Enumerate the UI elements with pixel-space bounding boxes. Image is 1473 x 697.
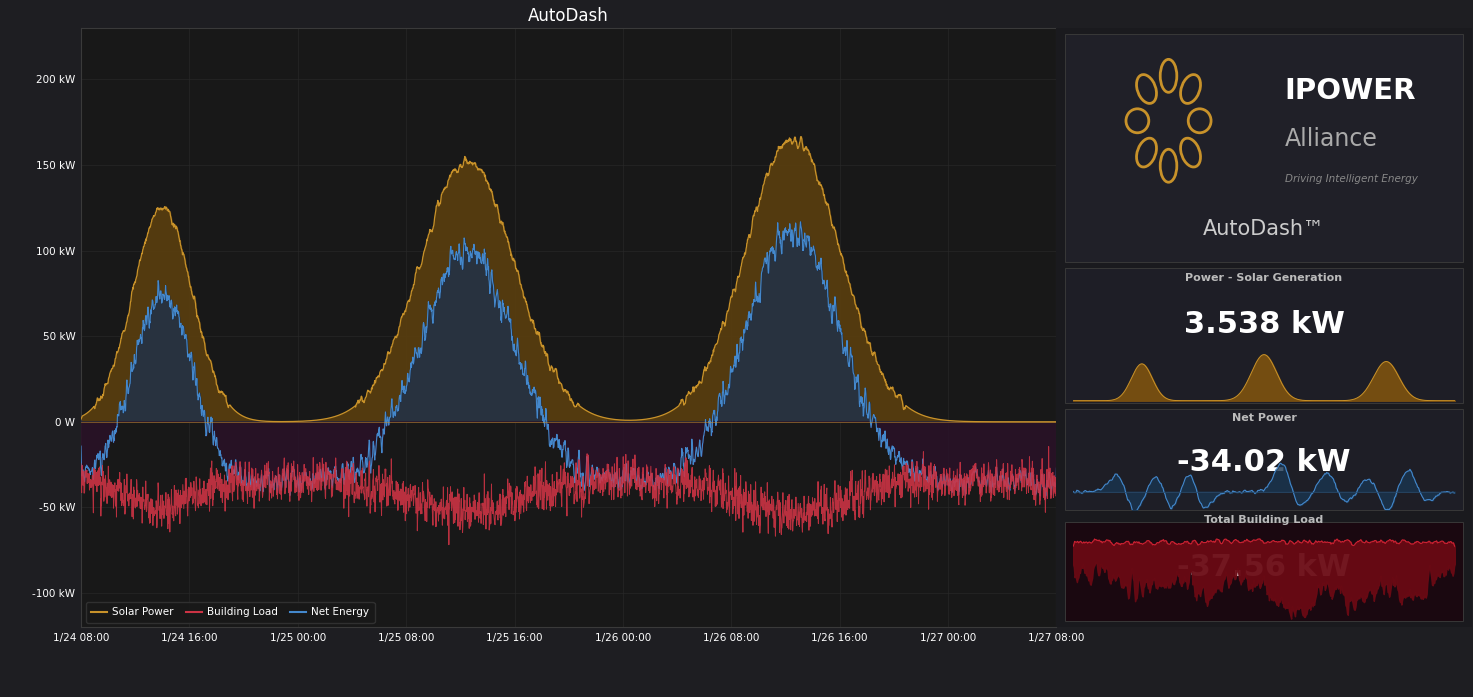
FancyBboxPatch shape [1065, 408, 1463, 510]
Text: Power - Solar Generation: Power - Solar Generation [1186, 273, 1342, 283]
Title: AutoDash: AutoDash [529, 7, 610, 25]
Text: Driving Intelligent Energy: Driving Intelligent Energy [1284, 174, 1417, 184]
Legend: Solar Power, Building Load, Net Energy: Solar Power, Building Load, Net Energy [87, 602, 374, 622]
Text: -34.02 kW: -34.02 kW [1177, 448, 1351, 477]
Text: IPOWER: IPOWER [1284, 77, 1416, 105]
Text: Net Power: Net Power [1231, 413, 1296, 422]
Text: Alliance: Alliance [1284, 127, 1377, 151]
FancyBboxPatch shape [1065, 268, 1463, 402]
Text: -37.56 kW: -37.56 kW [1177, 553, 1351, 582]
FancyBboxPatch shape [1065, 34, 1463, 261]
Text: Total Building Load: Total Building Load [1205, 514, 1324, 525]
Text: 3.538 kW: 3.538 kW [1183, 310, 1345, 339]
Text: AutoDash™: AutoDash™ [1203, 219, 1324, 238]
FancyBboxPatch shape [1065, 523, 1463, 621]
